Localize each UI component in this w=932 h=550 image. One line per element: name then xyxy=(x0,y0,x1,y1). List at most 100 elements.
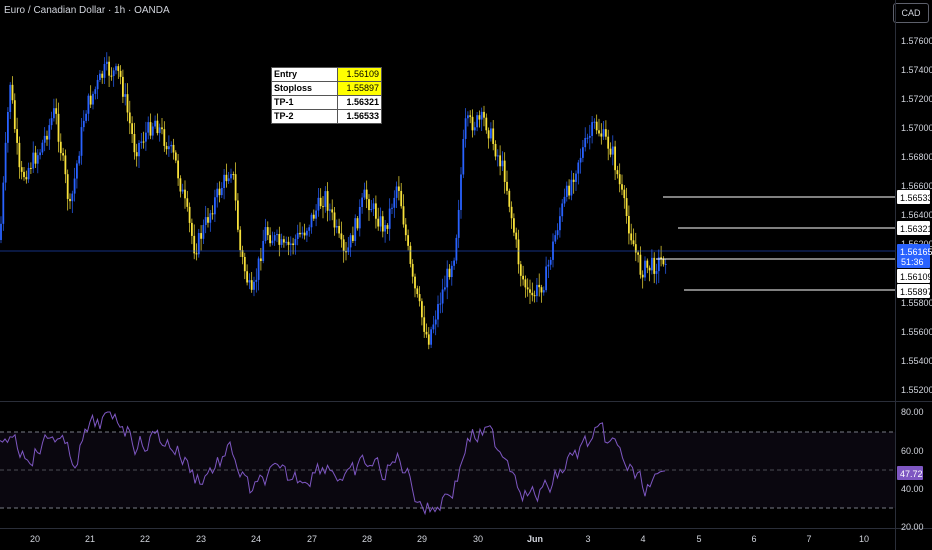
candle-body xyxy=(335,225,338,228)
candle-body xyxy=(361,197,363,207)
candle-body xyxy=(542,290,545,293)
candle-body xyxy=(333,212,336,228)
candle-body xyxy=(485,117,488,131)
price-tick: 1.56600 xyxy=(901,181,932,191)
candle-body xyxy=(172,144,175,153)
rsi-value-bg xyxy=(897,466,923,480)
candle-body xyxy=(384,225,386,232)
candle-body xyxy=(7,111,9,143)
candle-body xyxy=(250,280,253,290)
candle-body xyxy=(283,239,285,243)
candle-body xyxy=(529,289,531,293)
candle-body xyxy=(538,284,541,288)
candle-body xyxy=(409,245,412,264)
tp1-cell-label: TP-1 xyxy=(271,95,338,110)
candle-body xyxy=(142,141,145,143)
candle-body xyxy=(273,235,276,241)
candle-body xyxy=(646,260,649,268)
candle-body xyxy=(276,234,278,236)
candle-body xyxy=(607,136,610,149)
candle-body xyxy=(462,138,465,175)
candle-body xyxy=(140,141,143,143)
time-tick: 10 xyxy=(859,534,869,544)
price-tick: 1.55200 xyxy=(901,385,932,395)
candle-body xyxy=(526,287,529,290)
candle-body xyxy=(545,266,547,291)
rsi-tick: 20.00 xyxy=(901,522,924,532)
rsi-value-label: 47.72 xyxy=(900,469,923,479)
candle-body xyxy=(365,189,368,200)
candle-body xyxy=(243,256,246,272)
candle-body xyxy=(188,206,191,223)
chart-title: Euro / Canadian Dollar · 1h · OANDA xyxy=(4,5,170,16)
candle-body xyxy=(524,279,527,288)
candle-body xyxy=(628,216,630,234)
price-tick: 1.57200 xyxy=(901,94,932,104)
candle-body xyxy=(115,66,117,71)
candle-body xyxy=(605,129,607,137)
candle-body xyxy=(23,171,25,178)
time-tick: 3 xyxy=(585,534,590,544)
candle-body xyxy=(246,271,248,283)
candle-body xyxy=(657,257,660,272)
candle-body xyxy=(586,137,589,139)
table-row: TP-1 1.56321 xyxy=(271,95,382,110)
table-row: Stoploss 1.55897 xyxy=(271,81,382,96)
candle-body xyxy=(621,184,623,190)
candle-body xyxy=(407,235,409,246)
candle-body xyxy=(448,268,451,278)
candle-body xyxy=(363,189,366,198)
candle-body xyxy=(264,227,267,241)
candle-body xyxy=(503,160,506,182)
candle-body xyxy=(85,113,87,121)
candle-body xyxy=(124,94,127,97)
candle-body xyxy=(395,186,398,198)
candle-body xyxy=(379,216,382,227)
candle-body xyxy=(577,162,580,174)
candle-body xyxy=(303,232,306,236)
currency-button[interactable]: CAD xyxy=(893,3,929,23)
tp1-label-bg xyxy=(897,221,930,235)
candle-body xyxy=(133,133,136,153)
candle-body xyxy=(158,127,161,134)
candle-body xyxy=(193,235,196,254)
tp2-cell-label: TP-2 xyxy=(271,109,338,124)
candle-body xyxy=(570,179,573,196)
candle-body xyxy=(80,127,83,156)
candle-body xyxy=(280,239,283,245)
candle-body xyxy=(218,188,221,196)
candle-body xyxy=(253,281,255,290)
stoploss-label: 1.55897 xyxy=(900,287,932,297)
candle-body xyxy=(257,258,260,280)
candle-body xyxy=(43,135,46,143)
candle-body xyxy=(239,229,242,251)
candle-body xyxy=(501,160,504,167)
candle-body xyxy=(508,190,511,207)
candle-body xyxy=(269,235,271,244)
candle-body xyxy=(211,213,214,215)
candle-body xyxy=(191,222,193,236)
candle-body xyxy=(216,188,219,198)
candle-body xyxy=(232,174,235,176)
candle-body xyxy=(662,258,665,265)
candle-body xyxy=(105,61,108,64)
tp1-label: 1.56321 xyxy=(900,224,932,234)
candle-body xyxy=(46,135,48,140)
candle-body xyxy=(128,112,131,124)
candle-body xyxy=(112,70,115,77)
candle-body xyxy=(119,70,122,77)
candle-body xyxy=(568,185,570,196)
candle-body xyxy=(368,199,370,211)
candle-body xyxy=(174,152,177,161)
candle-body xyxy=(18,142,21,168)
countdown-label: 51:36 xyxy=(901,257,924,267)
candle-body xyxy=(430,329,432,345)
candle-body xyxy=(393,197,396,208)
candle-body xyxy=(340,233,343,240)
candle-body xyxy=(598,130,600,134)
time-tick: 27 xyxy=(307,534,317,544)
candles xyxy=(0,52,667,350)
candle-body xyxy=(82,120,85,128)
candle-body xyxy=(609,148,612,155)
